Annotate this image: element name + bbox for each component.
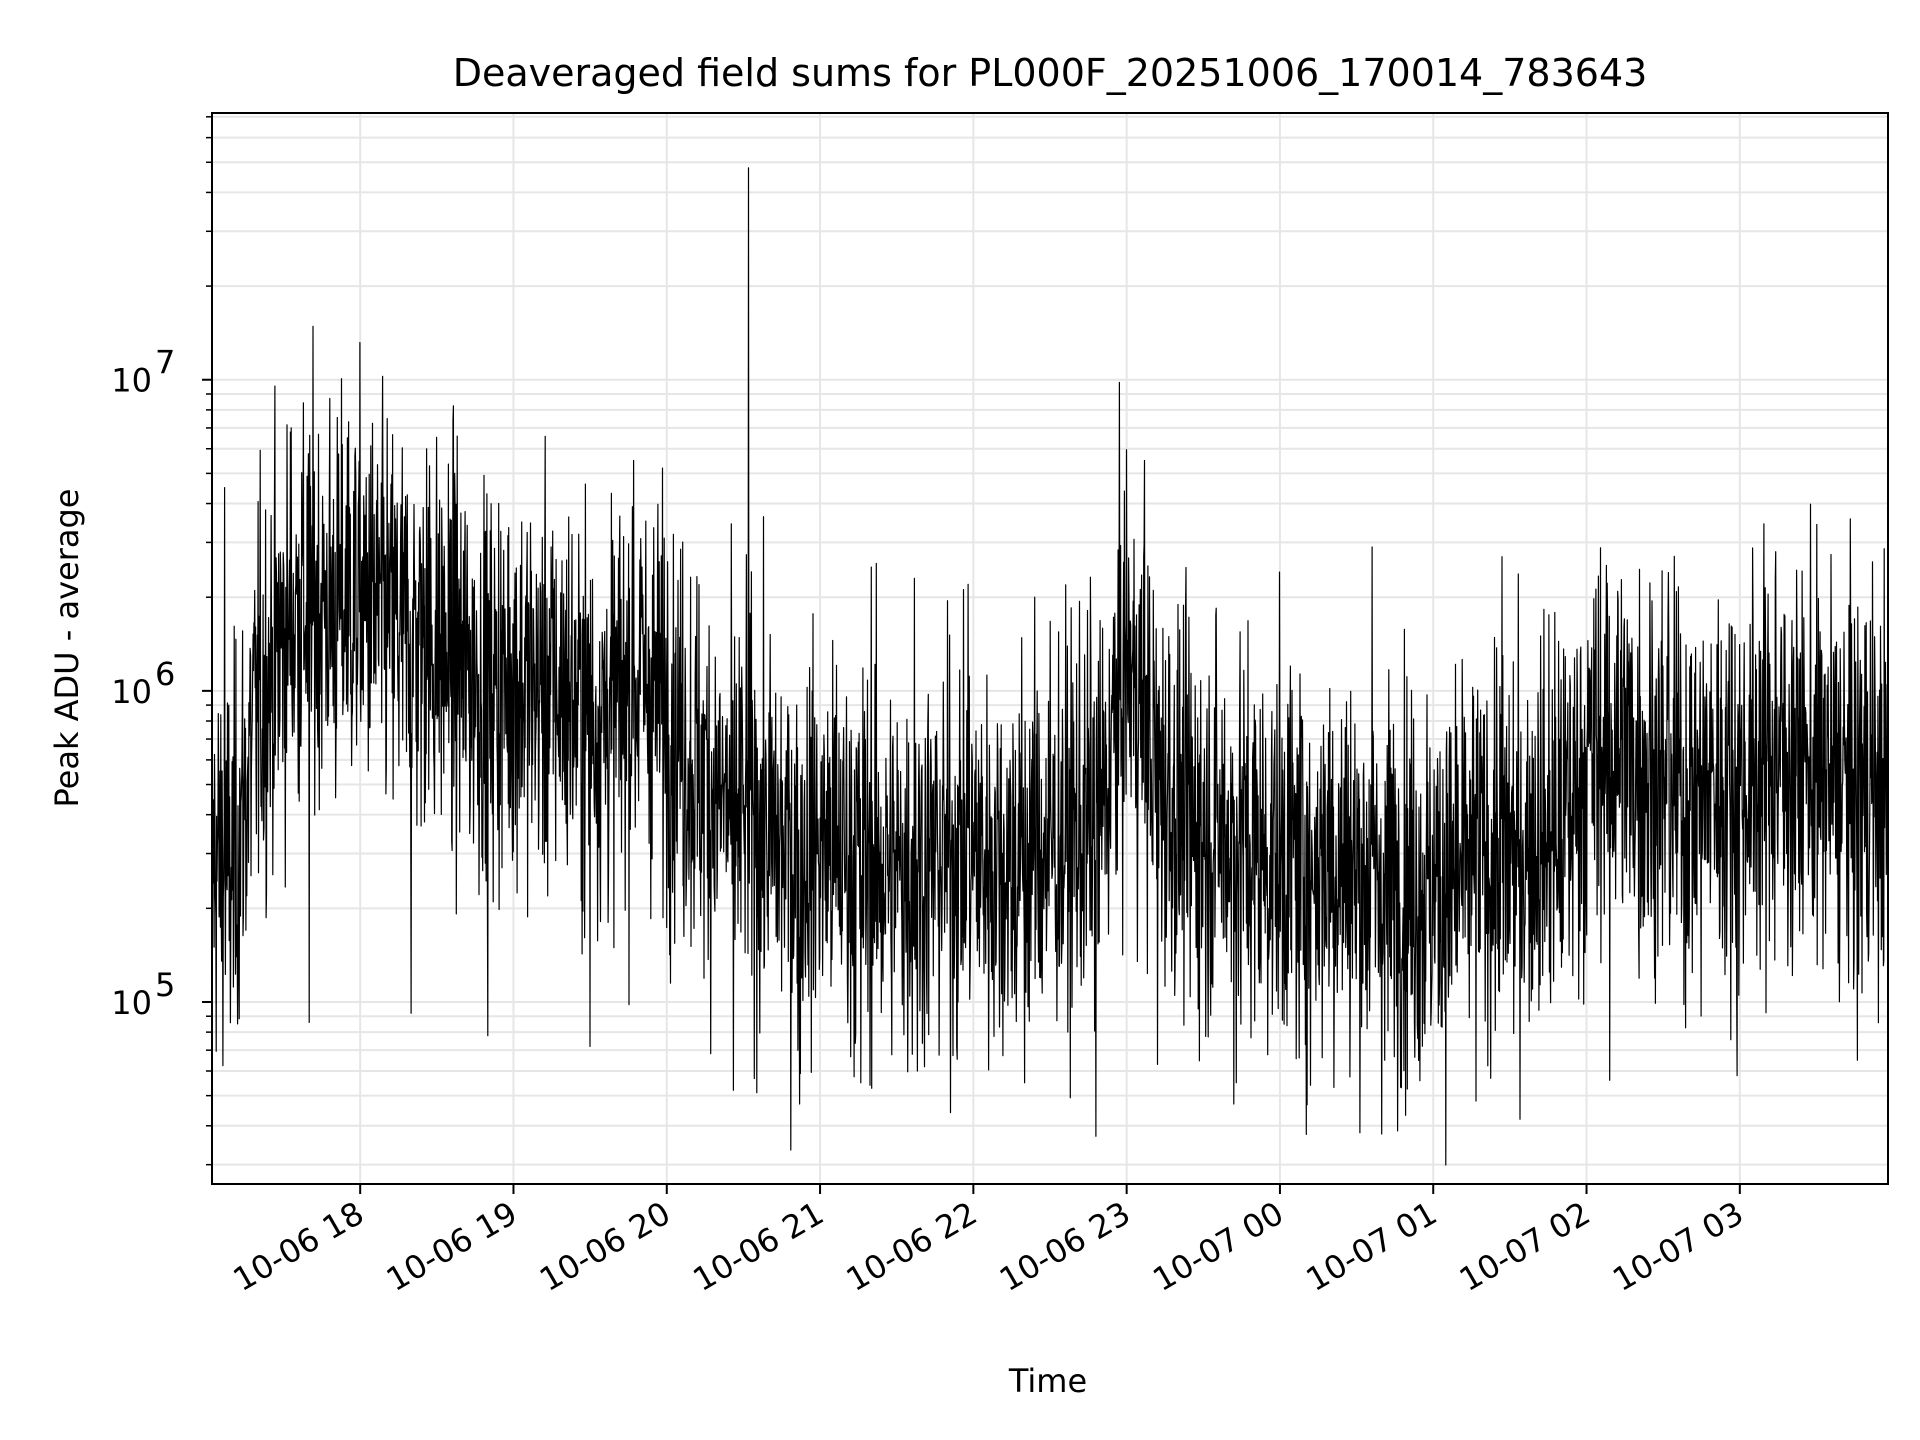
x-axis-label: Time: [1008, 1362, 1087, 1400]
chart-title: Deaveraged field sums for PL000F_2025100…: [453, 51, 1648, 95]
series-line: [211, 167, 1889, 1166]
y-tick-exponent: 5: [155, 966, 175, 1004]
data-line: [211, 167, 1889, 1166]
y-tick-exponent: 6: [155, 655, 175, 693]
y-tick-label: 10: [111, 984, 152, 1022]
y-tick-exponent: 7: [155, 344, 175, 382]
y-axis-label: Peak ADU - average: [48, 489, 86, 808]
y-tick-label: 10: [111, 362, 152, 400]
plot-frame: [211, 112, 1889, 1185]
y-tick-label: 10: [111, 673, 152, 711]
